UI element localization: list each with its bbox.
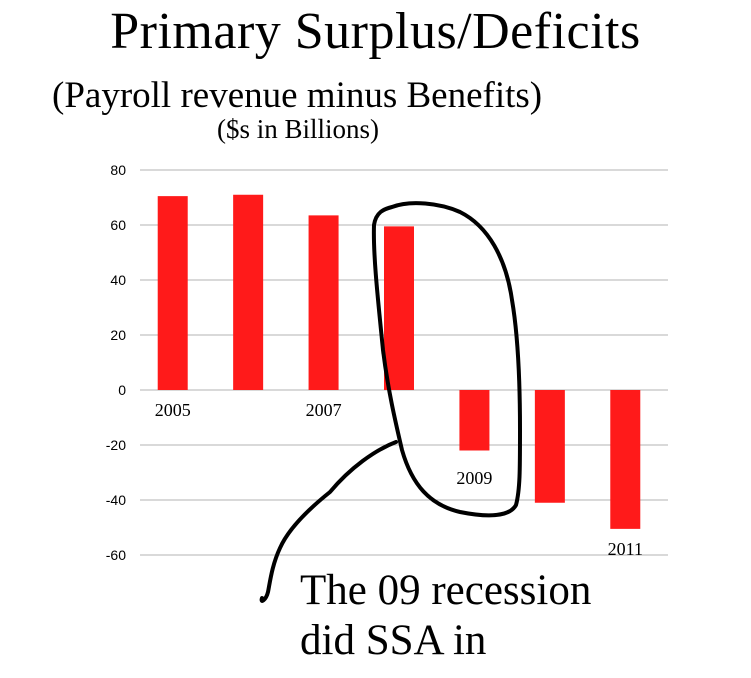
bar	[308, 215, 339, 390]
chart-subtitle: (Payroll revenue minus Benefits)	[52, 75, 543, 116]
bar	[534, 390, 565, 503]
bar	[384, 226, 414, 390]
hand-drawn-circle-annotation	[371, 201, 522, 518]
y-tick-label: 40	[110, 272, 126, 288]
y-tick-label: -20	[106, 437, 126, 453]
category-labels: 2005 2007 2009 2011	[155, 400, 643, 559]
y-tick-label: 20	[110, 327, 126, 343]
y-tick-label: 0	[118, 382, 126, 398]
annotation-line-1: The 09 recession	[300, 567, 592, 614]
bars	[157, 194, 641, 529]
category-label: 2009	[456, 468, 492, 488]
y-tick-label: 60	[110, 217, 126, 233]
category-label: 2005	[155, 400, 191, 420]
y-axis-ticks: 80 60 40 20 0 -20 -40 -60	[106, 162, 126, 563]
chart-title: Primary Surplus/Deficits	[110, 3, 641, 60]
recession-annotation: The 09 recession did SSA in	[300, 566, 591, 666]
bar	[610, 390, 641, 529]
units-label: ($s in Billions)	[217, 114, 380, 144]
y-tick-label: 80	[110, 162, 126, 178]
bar	[459, 390, 490, 451]
category-label: 2011	[608, 539, 643, 559]
hand-drawn-pointer-line	[259, 440, 398, 603]
category-label: 2007	[306, 400, 342, 420]
bar	[233, 194, 264, 390]
y-tick-label: -40	[106, 492, 126, 508]
annotation-line-2: did SSA in	[300, 617, 487, 664]
y-tick-label: -60	[106, 547, 126, 563]
bar	[157, 196, 188, 390]
